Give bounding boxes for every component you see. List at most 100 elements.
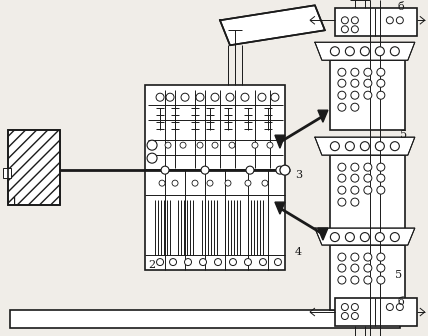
Circle shape — [274, 259, 282, 265]
Bar — [335, 298, 417, 326]
Circle shape — [351, 264, 359, 272]
Circle shape — [245, 180, 251, 186]
Circle shape — [184, 259, 191, 265]
Polygon shape — [315, 42, 415, 60]
Bar — [8, 130, 60, 205]
Bar — [335, 8, 417, 36]
Circle shape — [338, 79, 346, 87]
Circle shape — [338, 163, 346, 171]
Circle shape — [351, 312, 358, 320]
Circle shape — [212, 142, 218, 148]
Polygon shape — [318, 228, 328, 240]
Circle shape — [241, 93, 249, 101]
Circle shape — [338, 264, 346, 272]
Circle shape — [330, 233, 339, 242]
Circle shape — [351, 198, 359, 206]
Circle shape — [360, 233, 369, 242]
Text: 5: 5 — [400, 130, 407, 140]
Circle shape — [351, 253, 359, 261]
Text: 2: 2 — [148, 260, 155, 270]
Circle shape — [229, 259, 237, 265]
Bar — [145, 85, 285, 170]
Circle shape — [396, 17, 403, 24]
Circle shape — [360, 142, 369, 151]
Circle shape — [229, 142, 235, 148]
Circle shape — [377, 79, 385, 87]
Circle shape — [201, 166, 209, 174]
Circle shape — [364, 264, 372, 272]
Circle shape — [351, 79, 359, 87]
Circle shape — [338, 198, 346, 206]
Circle shape — [364, 91, 372, 99]
Circle shape — [192, 180, 198, 186]
Circle shape — [364, 186, 372, 194]
Circle shape — [244, 259, 252, 265]
Polygon shape — [315, 228, 415, 245]
Circle shape — [345, 142, 354, 151]
Circle shape — [262, 180, 268, 186]
Circle shape — [364, 276, 372, 284]
Circle shape — [364, 163, 372, 171]
Circle shape — [226, 93, 234, 101]
Circle shape — [377, 163, 385, 171]
Text: б: б — [398, 297, 404, 307]
Circle shape — [351, 91, 359, 99]
Bar — [10, 310, 400, 328]
Text: б: б — [398, 2, 404, 12]
Circle shape — [396, 303, 403, 310]
Circle shape — [345, 233, 354, 242]
Polygon shape — [220, 5, 325, 45]
Text: 3: 3 — [295, 170, 302, 180]
Circle shape — [351, 163, 359, 171]
Circle shape — [351, 103, 359, 111]
Circle shape — [377, 68, 385, 76]
Circle shape — [338, 91, 346, 99]
Circle shape — [252, 142, 258, 148]
Circle shape — [161, 166, 169, 174]
Text: 1: 1 — [10, 197, 17, 207]
Circle shape — [364, 253, 372, 261]
Circle shape — [330, 142, 339, 151]
Circle shape — [159, 180, 165, 186]
Circle shape — [180, 142, 186, 148]
Circle shape — [351, 276, 359, 284]
Circle shape — [147, 153, 157, 163]
Circle shape — [330, 47, 339, 56]
Circle shape — [197, 142, 203, 148]
Circle shape — [165, 142, 171, 148]
Circle shape — [351, 68, 359, 76]
Circle shape — [338, 276, 346, 284]
Circle shape — [386, 17, 393, 24]
Bar — [145, 170, 285, 270]
Circle shape — [196, 93, 204, 101]
Circle shape — [360, 47, 369, 56]
Bar — [8, 130, 60, 205]
Circle shape — [172, 180, 178, 186]
Circle shape — [377, 276, 385, 284]
Circle shape — [390, 142, 399, 151]
Circle shape — [211, 93, 219, 101]
Circle shape — [214, 259, 222, 265]
Circle shape — [351, 186, 359, 194]
Circle shape — [377, 174, 385, 182]
Circle shape — [342, 312, 348, 320]
Circle shape — [351, 26, 358, 33]
Circle shape — [364, 79, 372, 87]
Circle shape — [246, 166, 254, 174]
Circle shape — [267, 142, 273, 148]
Circle shape — [207, 180, 213, 186]
Circle shape — [199, 259, 206, 265]
Polygon shape — [315, 137, 415, 155]
Circle shape — [181, 93, 189, 101]
Circle shape — [375, 233, 384, 242]
Circle shape — [342, 303, 348, 310]
Bar — [3, 168, 11, 178]
Circle shape — [147, 140, 157, 150]
Circle shape — [377, 253, 385, 261]
Circle shape — [156, 93, 164, 101]
Circle shape — [342, 26, 348, 33]
Bar — [330, 155, 405, 230]
Circle shape — [390, 233, 399, 242]
Circle shape — [345, 47, 354, 56]
Circle shape — [258, 93, 266, 101]
